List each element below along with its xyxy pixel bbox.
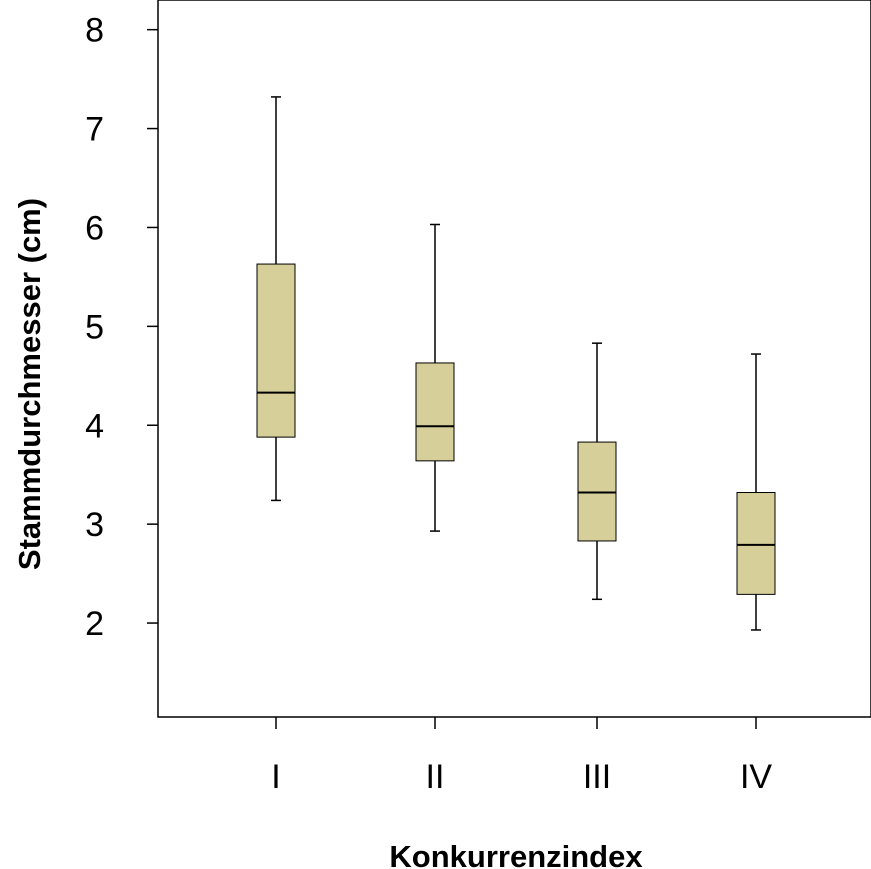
x-tick-label: III bbox=[583, 758, 611, 796]
box-IV bbox=[736, 353, 776, 631]
iqr-box bbox=[736, 492, 776, 595]
y-tick-label: 3 bbox=[85, 506, 104, 544]
y-axis-title: Stammdurchmesser (cm) bbox=[12, 198, 47, 570]
iqr-box bbox=[256, 263, 296, 438]
boxes-group bbox=[256, 96, 776, 631]
iqr-box bbox=[415, 362, 455, 462]
y-tick-label: 4 bbox=[85, 407, 104, 445]
x-axis-title: Konkurrenzindex bbox=[389, 839, 643, 869]
box-I bbox=[256, 96, 296, 502]
y-tick-label: 2 bbox=[85, 605, 104, 643]
x-tick-label: II bbox=[426, 758, 445, 796]
plot-frame bbox=[157, 0, 871, 718]
x-axis: I II III IV bbox=[271, 717, 772, 796]
x-tick-label: IV bbox=[740, 758, 772, 796]
y-tick-label: 5 bbox=[85, 308, 104, 346]
y-tick-label: 7 bbox=[85, 111, 104, 149]
x-tick-label: I bbox=[271, 758, 280, 796]
y-tick-label: 6 bbox=[85, 209, 104, 247]
box-III bbox=[577, 342, 617, 601]
y-tick-label: 8 bbox=[85, 12, 104, 50]
box-II bbox=[415, 223, 455, 532]
y-axis: 2 3 4 5 6 7 8 bbox=[85, 12, 158, 643]
